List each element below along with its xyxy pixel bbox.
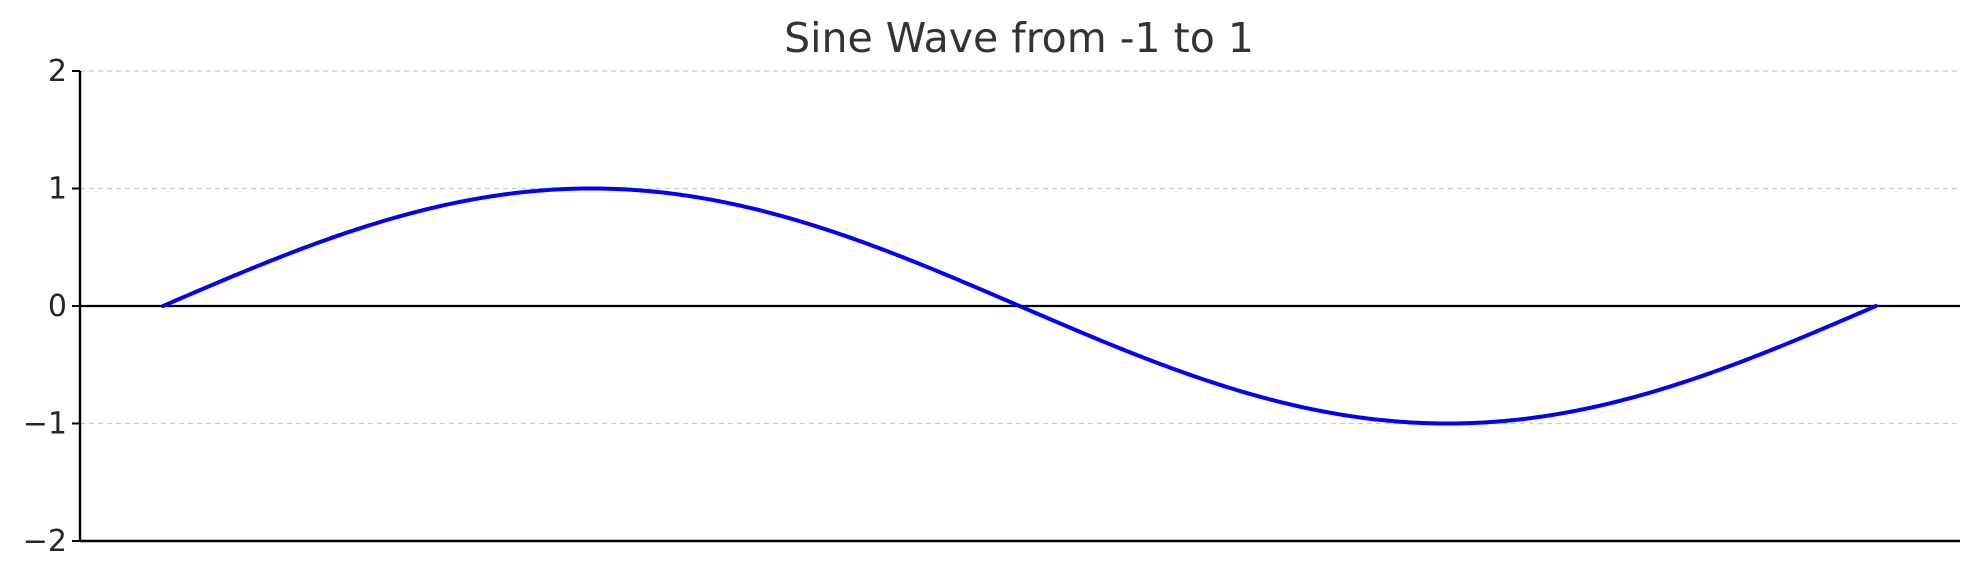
y-tick-label: −2 — [23, 524, 67, 559]
sine-series-line — [161, 186, 1878, 426]
chart-title: Sine Wave from -1 to 1 — [784, 14, 1254, 62]
y-tick-label: 2 — [48, 54, 67, 89]
grid-lines — [80, 70, 1960, 425]
y-axis-ticks: 2 1 0 −1 −2 — [23, 54, 80, 559]
y-tick-label: 0 — [48, 289, 67, 324]
series-layer — [161, 186, 1878, 426]
y-tick-label: −1 — [23, 407, 67, 442]
y-tick-label: 1 — [48, 172, 67, 207]
